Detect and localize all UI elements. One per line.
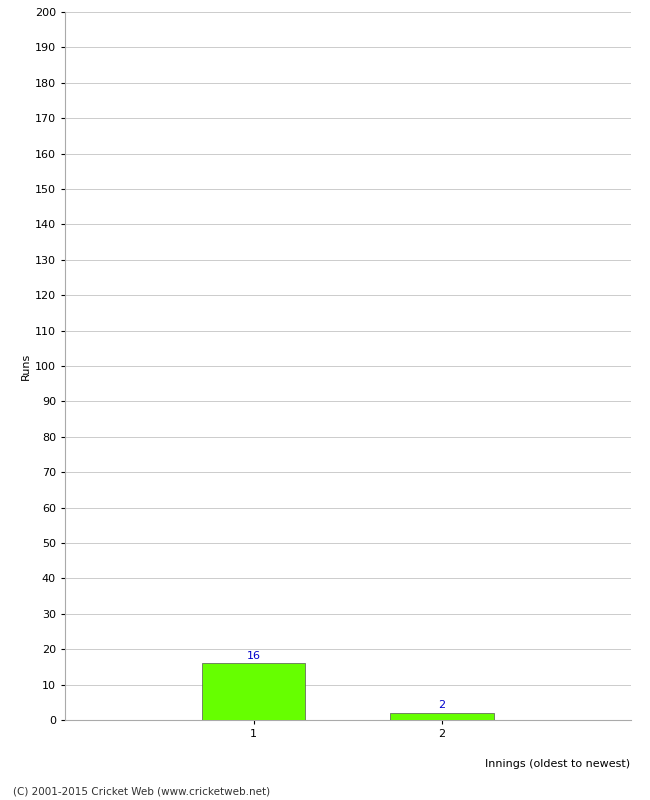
Text: 2: 2 bbox=[439, 700, 445, 710]
Y-axis label: Runs: Runs bbox=[21, 352, 31, 380]
Text: 16: 16 bbox=[246, 650, 261, 661]
Bar bbox=[390, 713, 494, 720]
Bar bbox=[202, 663, 306, 720]
Text: (C) 2001-2015 Cricket Web (www.cricketweb.net): (C) 2001-2015 Cricket Web (www.cricketwe… bbox=[13, 786, 270, 796]
Text: Innings (oldest to newest): Innings (oldest to newest) bbox=[486, 759, 630, 769]
